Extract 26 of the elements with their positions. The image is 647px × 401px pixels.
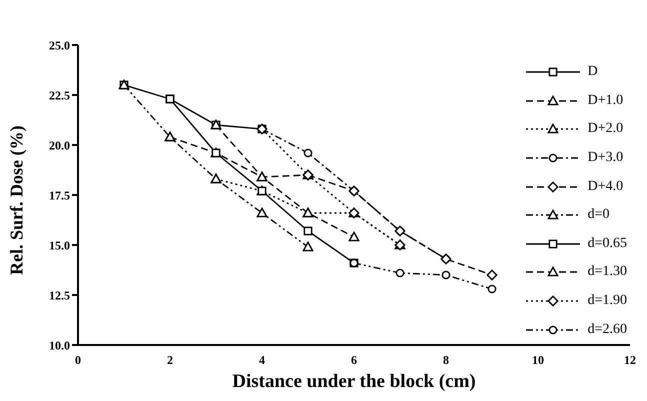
x-axis-title: Distance under the block (cm) [232,371,476,392]
y-tick-label: 22.5 [49,88,70,102]
legend-label: d=1.90 [588,293,627,310]
x-tick-label: 8 [442,353,450,367]
y-tick-label: 17.5 [49,188,70,202]
y-tick-label: 25.0 [49,38,70,52]
y-axis-title: Rel. Surf. Dose (%) [6,126,26,275]
x-tick-label: 12 [623,353,637,367]
legend-label: D [588,64,598,80]
x-tick-label: 0 [74,353,82,367]
legend-label: D+1.0 [588,92,624,109]
legend-label: d=0 [588,207,610,224]
x-tick-label: 10 [531,353,545,367]
legend-label: D+4.0 [588,178,624,195]
legend-label: d=1.30 [588,264,627,280]
legend-label: d=2.60 [588,322,627,338]
y-tick-label: 10.0 [49,338,70,352]
x-tick-label: 2 [166,353,174,367]
legend-label: D+2.0 [588,121,624,138]
x-tick-label: 6 [350,353,358,367]
x-tick-label: 4 [258,353,266,367]
legend-label: D+3.0 [588,150,624,166]
y-tick-label: 15.0 [49,238,70,252]
y-tick-label: 20.0 [49,138,70,152]
legend-label: d=0.65 [588,236,627,252]
y-tick-label: 12.5 [49,288,70,302]
